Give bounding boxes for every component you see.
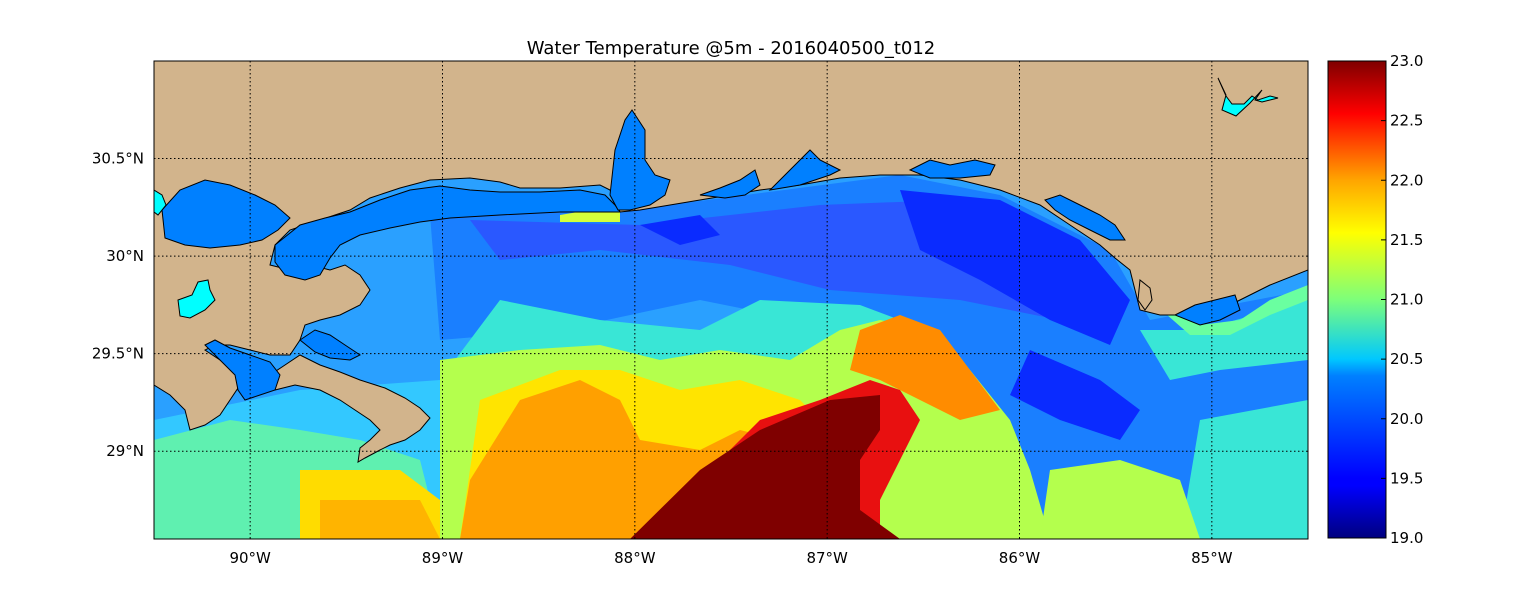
longitude-label: 86°W bbox=[999, 549, 1041, 567]
latitude-label: 30°N bbox=[106, 247, 144, 265]
map-title: Water Temperature @5m - 2016040500_t012 bbox=[527, 38, 936, 59]
lakes bbox=[154, 77, 1279, 319]
colorbar-tick-label: 21.5 bbox=[1390, 231, 1423, 249]
plot-area bbox=[154, 61, 1308, 539]
colorbar-tick-label: 20.0 bbox=[1390, 410, 1423, 428]
latitude-tick-labels: 30.5°N 30°N 29.5°N 29°N bbox=[92, 150, 144, 461]
colorbar-tick-label: 19.0 bbox=[1390, 529, 1423, 547]
map-gridlines bbox=[154, 61, 1308, 539]
colorbar: 19.0 19.5 20.0 20.5 21.0 21.5 22.0 22.5 23.0 bbox=[1327, 52, 1423, 547]
longitude-label: 87°W bbox=[806, 549, 848, 567]
longitude-label: 88°W bbox=[614, 549, 656, 567]
longitude-tick-labels: 90°W 89°W 88°W 87°W 86°W 85°W bbox=[229, 549, 1232, 567]
colorbar-tick-label: 19.5 bbox=[1390, 469, 1423, 487]
plot-frame bbox=[153, 60, 1309, 540]
longitude-label: 90°W bbox=[229, 549, 271, 567]
colorbar-tick-label: 23.0 bbox=[1390, 52, 1423, 70]
colorbar-gradient bbox=[1327, 60, 1387, 539]
longitude-label: 85°W bbox=[1191, 549, 1233, 567]
latitude-label: 29.5°N bbox=[92, 345, 144, 363]
latitude-label: 29°N bbox=[106, 442, 144, 460]
colorbar-tick-label: 22.0 bbox=[1390, 171, 1423, 189]
latitude-label: 30.5°N bbox=[92, 150, 144, 168]
colorbar-tick-label: 20.5 bbox=[1390, 350, 1423, 368]
colorbar-tick-label: 21.0 bbox=[1390, 291, 1423, 309]
inland-water bbox=[161, 109, 1241, 401]
colorbar-ticks: 19.0 19.5 20.0 20.5 21.0 21.5 22.0 22.5 23.0 bbox=[1381, 52, 1423, 547]
longitude-label: 89°W bbox=[422, 549, 464, 567]
colorbar-tick-label: 22.5 bbox=[1390, 112, 1423, 130]
